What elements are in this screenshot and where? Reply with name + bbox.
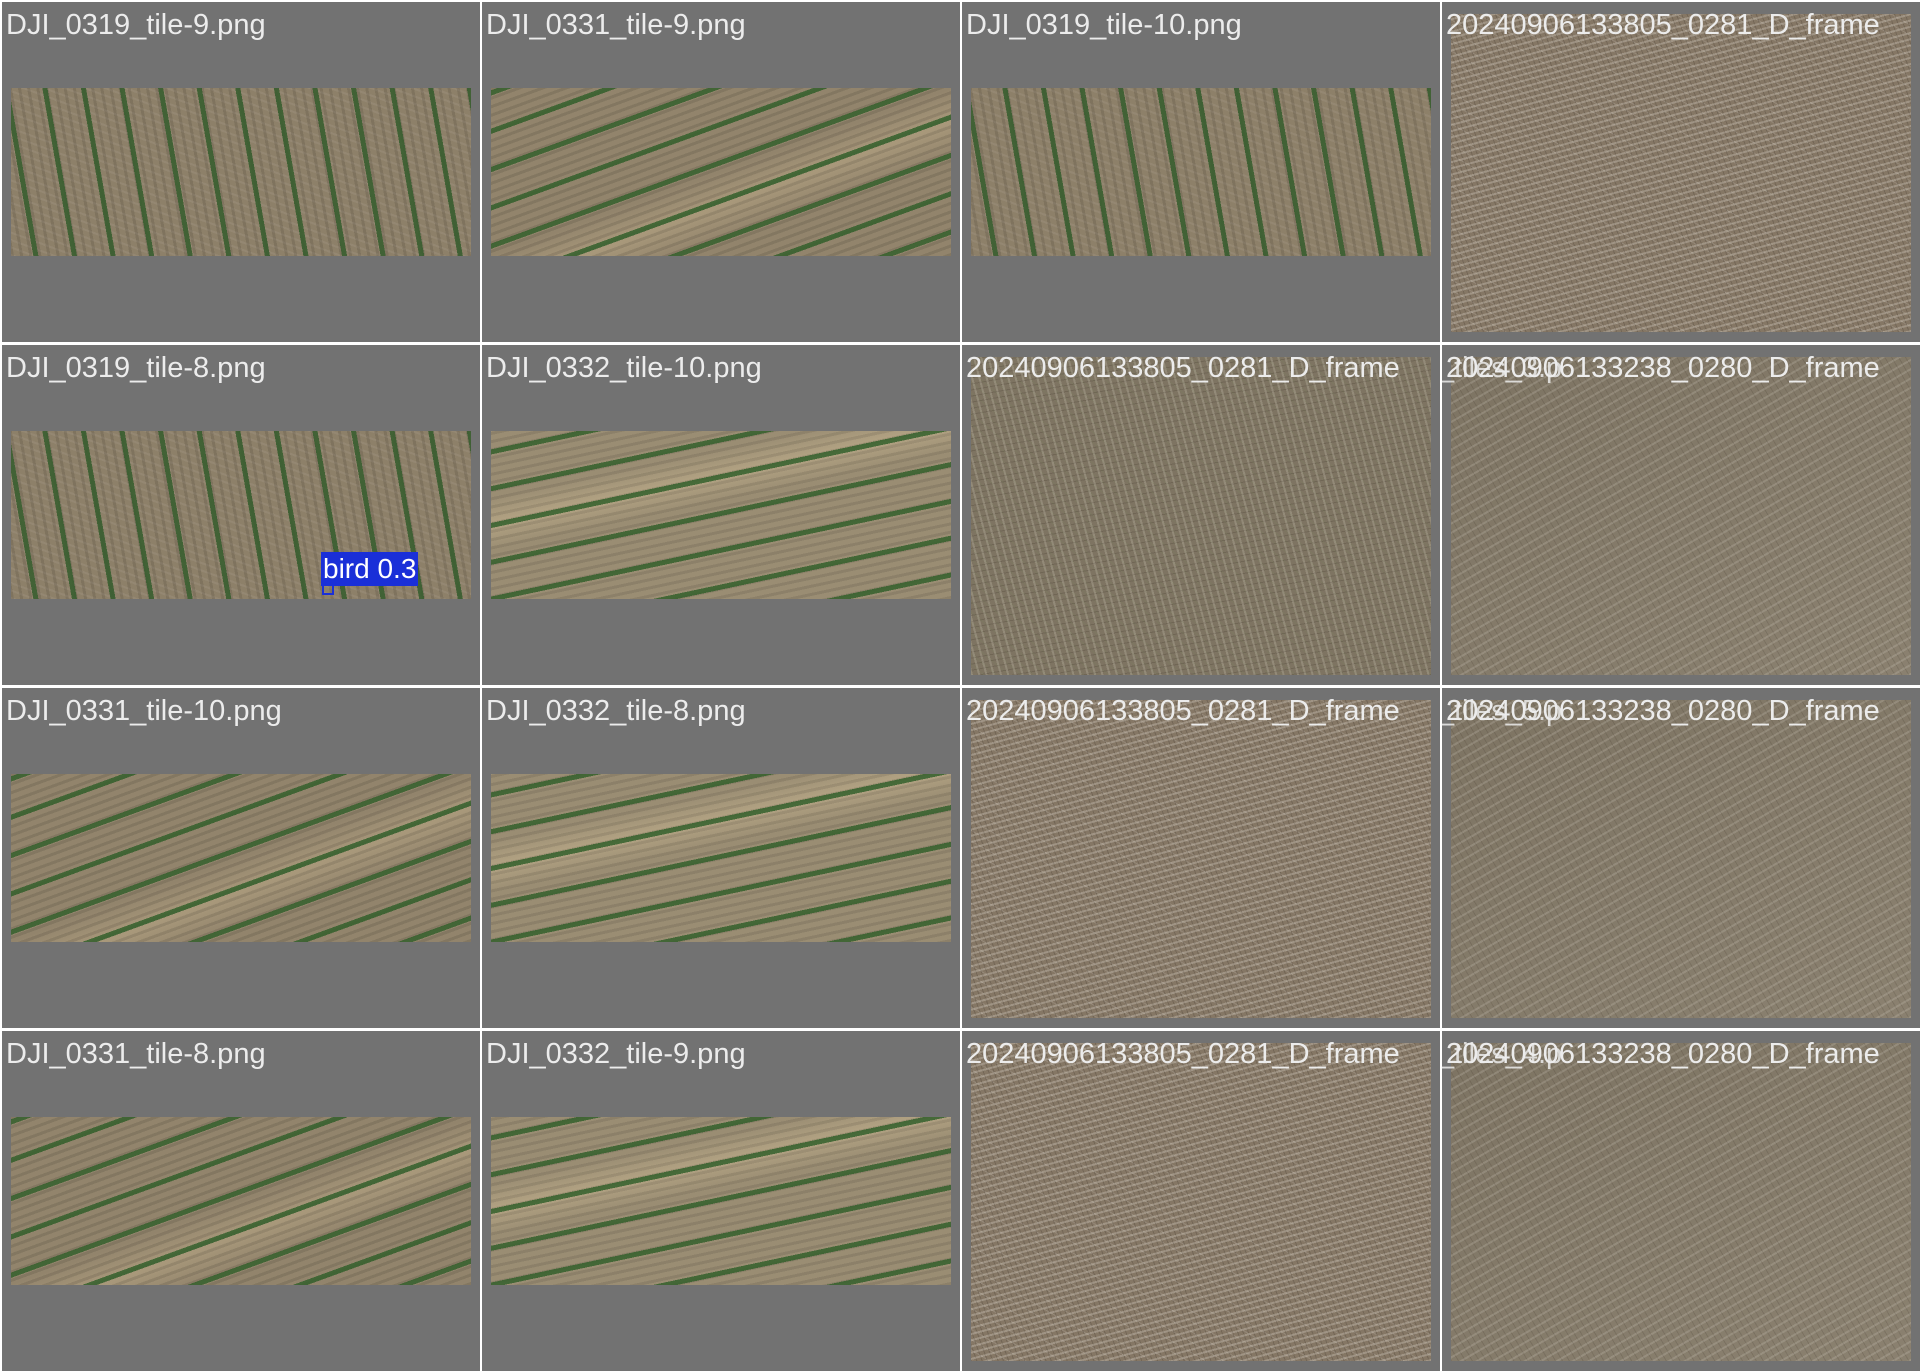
tile-image xyxy=(11,431,471,599)
tile-image xyxy=(1451,14,1911,332)
tile-cell: DJI_0331_tile-9.png xyxy=(482,2,960,342)
tile-image xyxy=(1451,1043,1911,1361)
tile-cell: DJI_0319_tile-10.png xyxy=(962,2,1440,342)
tile-caption-overlap: _tiles_5.p xyxy=(1442,695,1563,727)
detection-bounding-box xyxy=(322,583,334,595)
tile-image xyxy=(971,357,1431,675)
tile-cell: DJI_0331_tile-10.png xyxy=(2,688,480,1028)
tile-image xyxy=(1451,357,1911,675)
tile-cell: 20240906133805_0281_D_frame xyxy=(1442,2,1920,342)
tile-caption: DJI_0331_tile-9.png xyxy=(486,9,746,41)
tile-caption: DJI_0331_tile-8.png xyxy=(6,1038,266,1070)
tile-cell: 20240906133238_0280_D_frame _tiles_5.p xyxy=(1442,688,1920,1028)
tile-image xyxy=(1451,700,1911,1018)
tile-caption: 20240906133238_0280_D_frame xyxy=(1446,695,1880,727)
tile-caption-overlap: _tiles_3.p xyxy=(1442,352,1563,384)
tile-image xyxy=(971,1043,1431,1361)
tile-caption: 20240906133238_0280_D_frame xyxy=(1446,1038,1880,1070)
tile-image xyxy=(491,431,951,599)
tile-cell: DJI_0332_tile-8.png xyxy=(482,688,960,1028)
tile-cell: DJI_0331_tile-8.png xyxy=(2,1031,480,1371)
tile-image xyxy=(11,88,471,256)
tile-caption: 20240906133805_0281_D_frame xyxy=(966,1038,1400,1070)
tile-caption: DJI_0319_tile-9.png xyxy=(6,9,266,41)
tile-cell: DJI_0319_tile-9.png xyxy=(2,2,480,342)
tile-cell: 20240906133805_0281_D_frame xyxy=(962,688,1440,1028)
tile-cell: DJI_0332_tile-9.png xyxy=(482,1031,960,1371)
tile-image xyxy=(491,774,951,942)
tile-cell: 20240906133805_0281_D_frame xyxy=(962,1031,1440,1371)
tile-cell: 20240906133805_0281_D_frame xyxy=(962,345,1440,685)
tile-caption: DJI_0319_tile-10.png xyxy=(966,9,1242,41)
tile-cell: 20240906133238_0280_D_frame _tiles_4.p xyxy=(1442,1031,1920,1371)
tile-caption: 20240906133238_0280_D_frame xyxy=(1446,352,1880,384)
tile-image xyxy=(971,88,1431,256)
tile-caption: 20240906133805_0281_D_frame xyxy=(1446,9,1880,41)
tile-caption: DJI_0331_tile-10.png xyxy=(6,695,282,727)
tile-caption: DJI_0332_tile-8.png xyxy=(486,695,746,727)
tile-cell: DJI_0319_tile-8.png bird 0.3 xyxy=(2,345,480,685)
tile-caption: DJI_0332_tile-10.png xyxy=(486,352,762,384)
tile-caption-overlap: _tiles_4.p xyxy=(1442,1038,1563,1070)
tile-image xyxy=(971,700,1431,1018)
tile-image xyxy=(11,1117,471,1285)
tile-caption: 20240906133805_0281_D_frame xyxy=(966,352,1400,384)
tile-image xyxy=(491,88,951,256)
tile-image xyxy=(11,774,471,942)
tile-caption: DJI_0332_tile-9.png xyxy=(486,1038,746,1070)
tile-caption: DJI_0319_tile-8.png xyxy=(6,352,266,384)
tile-cell: DJI_0332_tile-10.png xyxy=(482,345,960,685)
tile-image xyxy=(491,1117,951,1285)
tile-cell: 20240906133238_0280_D_frame _tiles_3.p xyxy=(1442,345,1920,685)
detection-label: bird 0.3 xyxy=(321,552,419,586)
tile-caption: 20240906133805_0281_D_frame xyxy=(966,695,1400,727)
